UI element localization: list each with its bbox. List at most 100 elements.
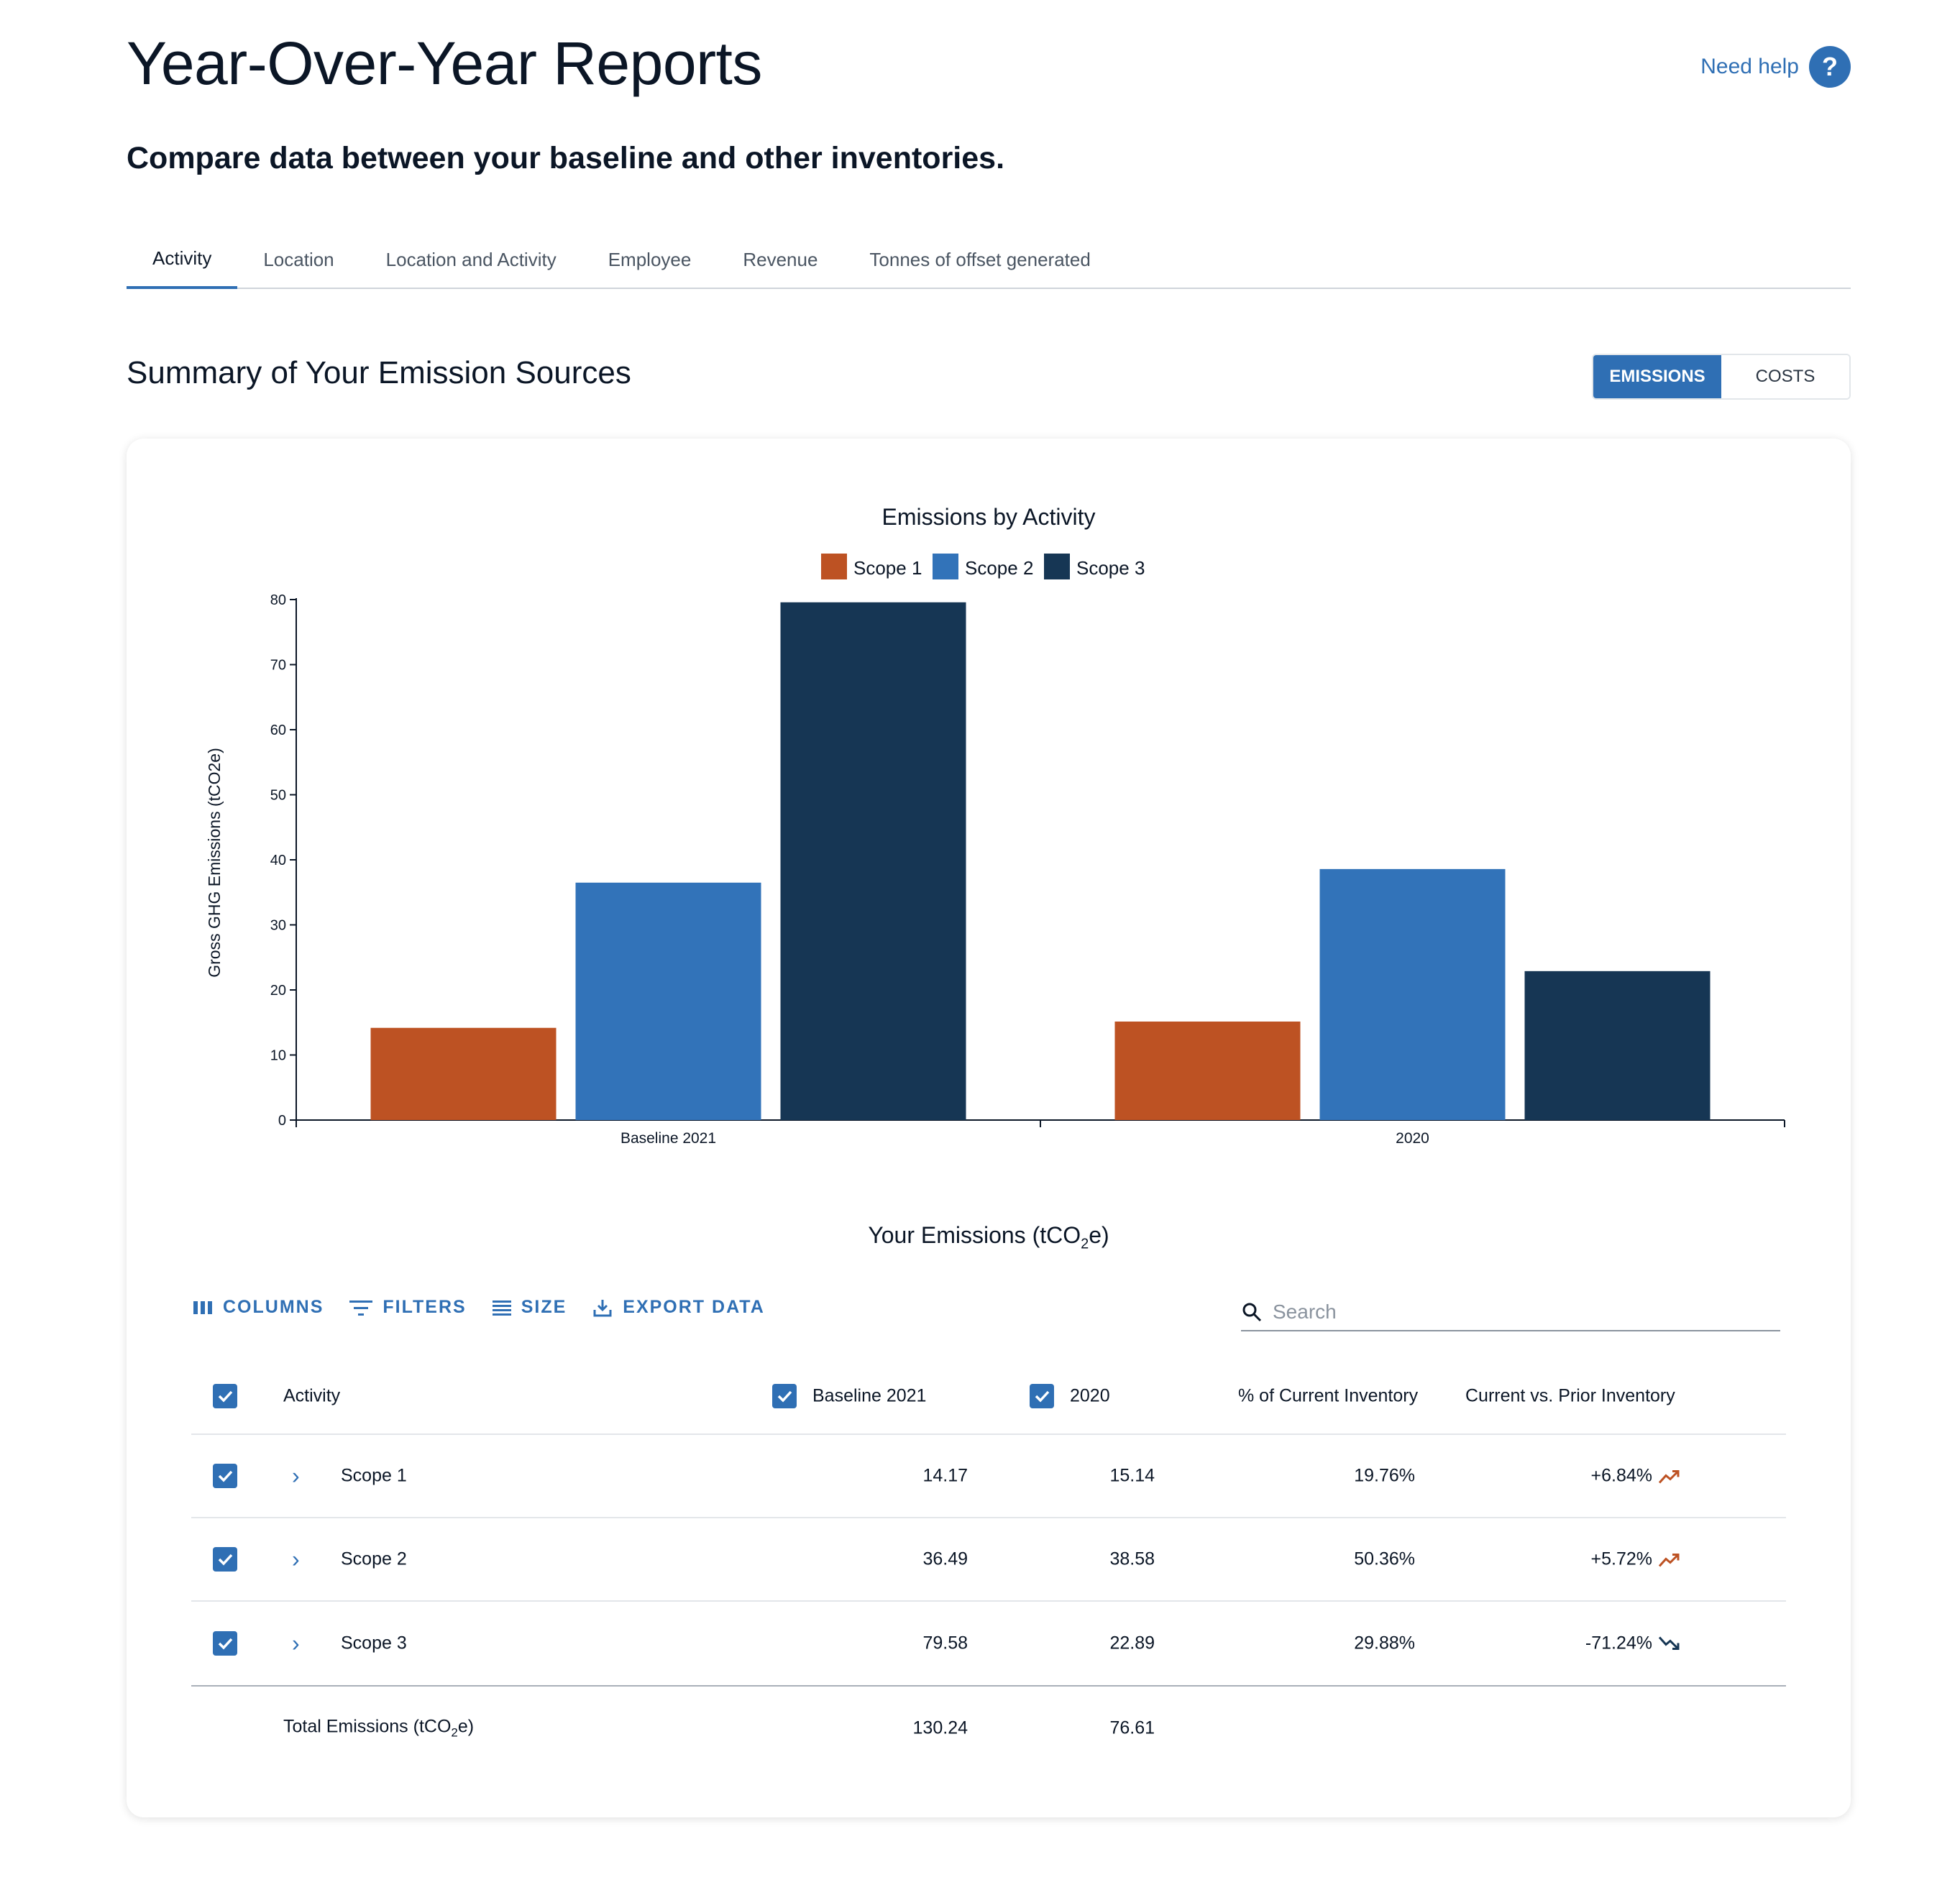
table-title-subscript: 2 [1081, 1236, 1089, 1252]
checkmark-icon [218, 1638, 233, 1650]
table-header-row: Activity Baseline 2021 2020 % of Current… [191, 1359, 1786, 1435]
total-label-subscript: 2 [451, 1725, 458, 1740]
emissions-toggle-button[interactable]: EMISSIONS [1593, 355, 1721, 398]
baseline-cell: 14.17 [922, 1465, 968, 1486]
section-title: Summary of Your Emission Sources [127, 355, 631, 390]
change-cell: +5.72% [1591, 1549, 1682, 1570]
emissions-table: Activity Baseline 2021 2020 % of Current… [191, 1359, 1786, 1770]
costs-toggle-button[interactable]: COSTS [1721, 355, 1849, 398]
y-tick-label: 20 [270, 983, 286, 999]
activity-cell: Scope 2 [341, 1549, 407, 1569]
emissions-bar-chart: Emissions by Activity Scope 1 Scope 2 Scope… [205, 504, 1785, 1147]
table-title: Your Emissions (tCO2e) [127, 1222, 1851, 1252]
need-help-link[interactable]: Need help ? [1700, 46, 1851, 88]
col-header-current-vs-prior[interactable]: Current vs. Prior Inventory [1465, 1385, 1675, 1406]
tab-location[interactable]: Location [263, 248, 334, 270]
download-icon [593, 1299, 612, 1316]
checkmark-icon [218, 1554, 233, 1566]
total-2020-cell: 76.61 [1109, 1717, 1155, 1738]
tab-location-and-activity[interactable]: Location and Activity [385, 248, 557, 270]
trending-up-icon [1658, 1469, 1680, 1484]
table-title-suffix: e) [1089, 1222, 1109, 1248]
table-row: › Scope 1 14.17 15.14 19.76% +6.84% [191, 1435, 1786, 1518]
page-title: Year-Over-Year Reports [127, 29, 762, 97]
col-header-pct-current[interactable]: % of Current Inventory [1238, 1385, 1419, 1406]
checkmark-icon [218, 1390, 233, 1403]
y-tick-label: 60 [270, 722, 286, 738]
need-help-label: Need help [1700, 55, 1799, 78]
expand-chevron-icon[interactable]: › [292, 1546, 300, 1572]
export-data-button[interactable]: EXPORT DATA [592, 1297, 764, 1318]
filters-button[interactable]: FILTERS [349, 1297, 466, 1318]
page-subtitle: Compare data between your baseline and o… [127, 141, 1005, 175]
table-title-text: Your Emissions (tCO [868, 1222, 1081, 1248]
row-checkbox[interactable] [213, 1464, 237, 1488]
y-tick-label: 70 [270, 658, 286, 674]
y-tick-label: 10 [270, 1048, 286, 1064]
y-tick-label: 30 [270, 918, 286, 934]
columns-label: COLUMNS [223, 1297, 324, 1317]
2020-column-checkbox[interactable] [1030, 1384, 1054, 1408]
bar-scope-3-2 [1524, 971, 1711, 1120]
y-tick-label: 50 [270, 788, 286, 804]
tab-employee[interactable]: Employee [608, 248, 692, 270]
baseline-column-checkbox[interactable] [772, 1384, 797, 1408]
x-tick-label: 2020 [1396, 1130, 1429, 1147]
tab-revenue[interactable]: Revenue [743, 248, 818, 270]
x-tick-label: Baseline 2021 [620, 1130, 716, 1147]
col-header-2020[interactable]: 2020 [1070, 1385, 1110, 1406]
checkmark-icon [1035, 1390, 1050, 1403]
columns-button[interactable]: COLUMNS [193, 1297, 324, 1318]
size-button[interactable]: SIZE [492, 1297, 567, 1318]
baseline-cell: 79.58 [922, 1633, 968, 1653]
total-baseline-cell: 130.24 [912, 1717, 968, 1738]
total-label-suffix: e) [457, 1716, 475, 1737]
col-header-activity[interactable]: Activity [283, 1385, 341, 1406]
emissions-card: Emissions by Activity Scope 1 Scope 2 Scope… [127, 439, 1851, 1817]
pct-cell: 29.88% [1354, 1633, 1415, 1653]
change-cell: +6.84% [1591, 1466, 1682, 1487]
legend-label-2: Scope 2 [965, 557, 1033, 579]
search-input[interactable] [1273, 1300, 1747, 1324]
columns-icon [193, 1300, 212, 1314]
baseline-cell: 36.49 [922, 1549, 968, 1569]
report-tabs: Activity Location Location and Activity … [127, 230, 1851, 289]
filters-label: FILTERS [383, 1297, 467, 1317]
select-all-checkbox[interactable] [213, 1384, 237, 1408]
row-checkbox[interactable] [213, 1631, 237, 1656]
tab-activity[interactable]: Activity [127, 230, 238, 289]
row-checkbox[interactable] [213, 1547, 237, 1572]
help-icon: ? [1809, 46, 1851, 88]
search-field [1241, 1294, 1780, 1331]
expand-chevron-icon[interactable]: › [292, 1630, 300, 1656]
emissions-costs-toggle: EMISSIONS COSTS [1592, 354, 1851, 400]
expand-chevron-icon[interactable]: › [292, 1462, 300, 1489]
bar-scope-3-1 [780, 602, 966, 1120]
y-tick-label: 0 [278, 1113, 286, 1129]
density-icon [492, 1300, 511, 1316]
legend-label-1: Scope 1 [853, 557, 922, 579]
export-data-label: EXPORT DATA [623, 1297, 765, 1317]
total-label-text: Total Emissions (tCO [283, 1716, 452, 1737]
legend-label-3: Scope 3 [1076, 557, 1145, 579]
table-row: › Scope 2 36.49 38.58 50.36% +5.72% [191, 1518, 1786, 1602]
change-value: +5.72% [1590, 1549, 1653, 1569]
bar-scope-1-2 [1114, 1021, 1301, 1120]
y-tick-label: 80 [270, 592, 286, 608]
bar-scope-1-1 [370, 1027, 557, 1120]
pct-cell: 50.36% [1354, 1549, 1415, 1569]
col-header-baseline[interactable]: Baseline 2021 [812, 1385, 927, 1406]
2020-cell: 38.58 [1109, 1549, 1155, 1569]
checkmark-icon [218, 1470, 233, 1482]
total-label: Total Emissions (tCO2e) [283, 1717, 474, 1740]
2020-cell: 15.14 [1109, 1465, 1155, 1486]
activity-cell: Scope 3 [341, 1633, 407, 1653]
table-row: › Scope 3 79.58 22.89 29.88% -71.24% [191, 1602, 1786, 1685]
y-axis-label: Gross GHG Emissions (tCO2e) [205, 748, 224, 978]
bar-scope-2-1 [575, 882, 761, 1120]
2020-cell: 22.89 [1109, 1633, 1155, 1653]
search-icon [1242, 1303, 1262, 1322]
change-value: +6.84% [1590, 1465, 1653, 1486]
tab-tonnes-of-offset[interactable]: Tonnes of offset generated [869, 248, 1091, 270]
chart-title: Emissions by Activity [882, 504, 1096, 530]
